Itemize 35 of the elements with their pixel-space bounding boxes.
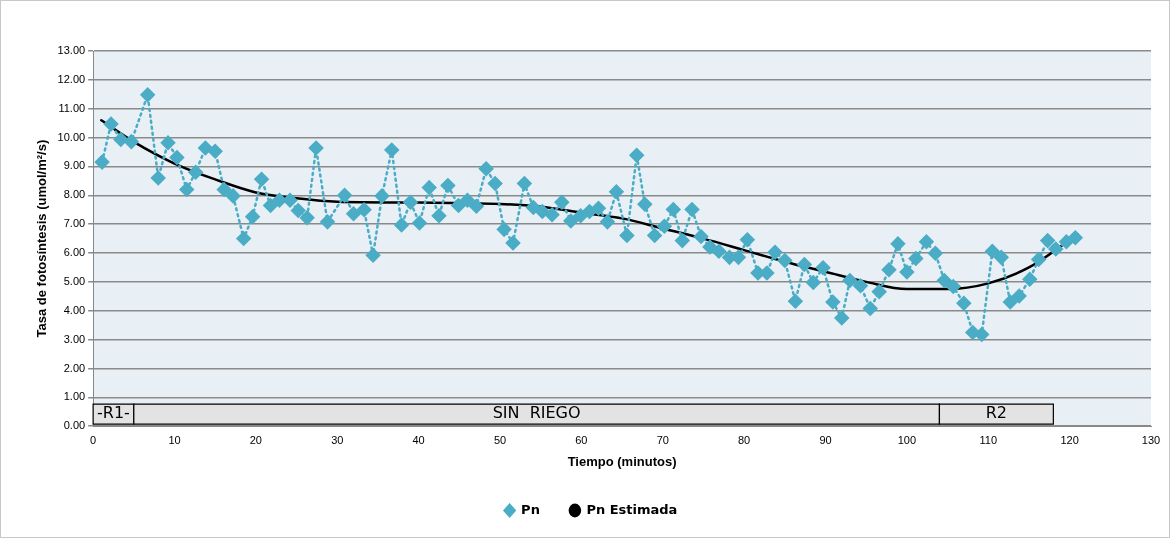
band-label: R2 [985, 403, 1008, 423]
x-tick-label: 80 [738, 433, 751, 446]
x-tick-label: 0 [90, 433, 97, 446]
legend-label: Pn [521, 501, 540, 517]
y-tick-label: 10.00 [57, 130, 86, 143]
y-axis-title: Tasa de fotosíntesis (umol/m²/s) [34, 139, 50, 338]
legend-label: Pn Estimada [586, 501, 678, 517]
y-tick-label: 13.00 [57, 44, 86, 57]
band-label: SIN RIEGO [492, 403, 581, 423]
y-tick-label: 5.00 [63, 274, 86, 287]
band-label: -R1- [97, 403, 130, 423]
x-axis-title: Tiempo (minutos) [567, 453, 677, 469]
x-tick-label: 60 [575, 433, 588, 446]
y-tick-label: 6.00 [63, 246, 86, 259]
x-tick-label: 40 [412, 433, 425, 446]
y-tick-label: 0.00 [63, 419, 86, 432]
y-tick-label: 8.00 [63, 188, 86, 201]
x-tick-label: 20 [249, 433, 262, 446]
y-tick-label: 3.00 [63, 332, 86, 345]
x-tick-label: 120 [1060, 433, 1079, 446]
y-tick-label: 9.00 [63, 159, 86, 172]
y-tick-label: 2.00 [63, 361, 86, 374]
x-tick-label: 10 [168, 433, 181, 446]
y-tick-label: 7.00 [63, 217, 86, 230]
y-tick-label: 11.00 [58, 101, 86, 114]
x-tick-label: 90 [819, 433, 832, 446]
y-tick-label: 1.00 [63, 390, 86, 403]
x-tick-label: 50 [493, 433, 507, 446]
x-tick-label: 110 [979, 433, 998, 446]
x-tick-label: 30 [331, 433, 344, 446]
x-tick-label: 100 [897, 433, 917, 446]
y-tick-label: 12.00 [57, 72, 86, 85]
x-tick-label: 70 [656, 433, 669, 446]
x-tick-label: 130 [1141, 433, 1161, 446]
y-tick-label: 4.00 [63, 303, 86, 316]
